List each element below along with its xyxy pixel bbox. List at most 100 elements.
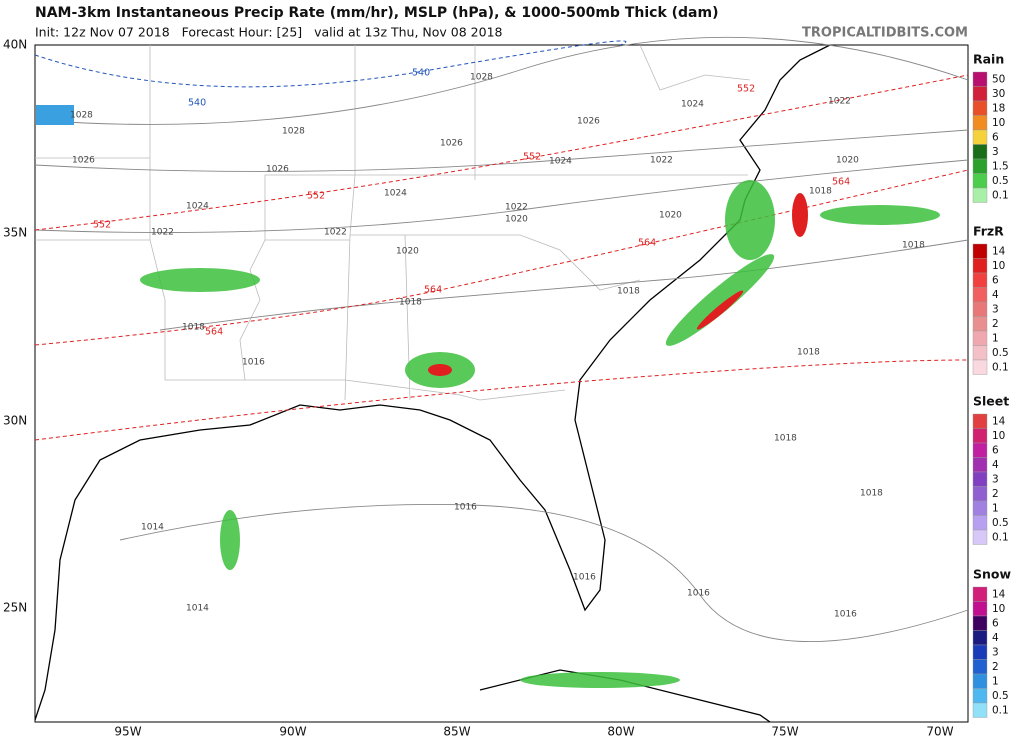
legend-level: 1.5 — [992, 160, 1009, 172]
state-lines — [35, 44, 751, 401]
legend-level: 6 — [992, 274, 999, 286]
credit: TROPICALTIDBITS.COM — [802, 26, 968, 41]
legend-level: 3 — [992, 646, 999, 658]
legend-swatch — [972, 330, 988, 346]
legend-level: 1 — [992, 332, 999, 344]
pressure-label: 1018 — [860, 489, 883, 499]
pressure-label: 1014 — [186, 604, 209, 614]
thickness-label: 552 — [737, 84, 755, 95]
legend-level: 10 — [992, 117, 1005, 129]
legend-swatch — [972, 586, 988, 602]
precip-core — [696, 290, 744, 330]
title: NAM-3km Instantaneous Precip Rate (mm/hr… — [35, 5, 718, 21]
legend-level: 14 — [992, 588, 1006, 600]
legend-swatch — [972, 601, 988, 617]
legend-level: 4 — [992, 289, 999, 301]
isobar — [34, 129, 969, 172]
legend-swatch — [972, 471, 988, 487]
thickness-label: 540 — [188, 98, 206, 109]
pressure-label: 1022 — [505, 203, 528, 213]
pressure-label: 1016 — [573, 573, 596, 583]
legend-swatch — [972, 100, 988, 116]
legend-swatch — [972, 129, 988, 145]
legend-swatch — [972, 359, 988, 375]
lon-labels: 95W 90W 85W 80W 75W 70W — [114, 725, 953, 739]
pressure-label: 1028 — [470, 73, 493, 83]
legend-swatch — [972, 243, 988, 259]
legend-swatch — [972, 413, 988, 429]
thickness-576 — [34, 359, 969, 441]
thickness-label: 552 — [307, 191, 325, 202]
map-frame — [34, 44, 969, 723]
pressure-label: 1026 — [72, 156, 95, 166]
pressure-label: 1016 — [834, 610, 857, 620]
pressure-label: 1018 — [797, 348, 820, 358]
pressure-label: 1016 — [242, 358, 265, 368]
pressure-label: 1022 — [151, 228, 174, 238]
legend-level: 14 — [992, 245, 1006, 257]
legend-level: 0.1 — [992, 704, 1009, 716]
pressure-label: 1020 — [396, 247, 419, 257]
legend-title: Sleet — [973, 394, 1009, 409]
legend-level: 0.5 — [992, 175, 1009, 187]
legend-swatch — [972, 673, 988, 689]
precip-area — [220, 510, 240, 570]
precip-area — [725, 180, 775, 260]
pressure-label: 1026 — [440, 139, 463, 149]
lon-label: 90W — [279, 725, 306, 739]
legend-level: 6 — [992, 617, 999, 629]
thickness-label: 564 — [205, 327, 223, 338]
precip-core — [792, 193, 808, 237]
legend-swatch — [972, 486, 988, 502]
legend-swatch — [972, 115, 988, 131]
pressure-label: 1022 — [324, 228, 347, 238]
pressure-label: 1016 — [687, 589, 710, 599]
legend-level: 0.5 — [992, 347, 1009, 359]
isobar — [159, 239, 969, 331]
legend-swatch — [972, 442, 988, 458]
legend-level: 0.1 — [992, 361, 1009, 373]
legend-swatch — [972, 144, 988, 160]
lat-label: 30N — [3, 414, 27, 428]
isobar — [34, 36, 969, 125]
pressure-labels: 1028 1028 1028 1026 1026 1026 1026 1024 … — [70, 73, 925, 620]
thickness-label: 564 — [424, 285, 442, 296]
legend-swatch — [972, 500, 988, 516]
precip-area — [820, 205, 940, 225]
legend-swatch — [972, 173, 988, 189]
legend-level: 6 — [992, 444, 999, 456]
legend-level: 6 — [992, 131, 999, 143]
cuba — [479, 669, 771, 723]
legend-swatch — [972, 688, 988, 704]
state-boundaries — [35, 44, 751, 401]
legend-swatch — [972, 702, 988, 718]
thickness-label: 564 — [832, 177, 850, 188]
legend-level: 2 — [992, 318, 999, 330]
lat-labels: 40N 35N 30N 25N — [3, 38, 27, 615]
precip-core — [428, 364, 452, 376]
legend-level: 14 — [992, 415, 1006, 427]
pressure-label: 1020 — [659, 211, 682, 221]
legend-swatch — [972, 457, 988, 473]
legend-swatch — [972, 630, 988, 646]
legend-title: Snow — [973, 567, 1011, 582]
legend-swatch — [972, 272, 988, 288]
snow-area — [36, 105, 74, 125]
legend-level: 1 — [992, 502, 999, 514]
lon-label: 85W — [443, 725, 470, 739]
legend-level: 4 — [992, 459, 999, 471]
legend-swatch — [972, 316, 988, 332]
legend-level: 3 — [992, 303, 999, 315]
thickness-label: 552 — [93, 220, 111, 231]
precip — [140, 180, 940, 688]
legend-swatch — [972, 71, 988, 87]
legend-swatch — [972, 529, 988, 545]
legend-swatch — [972, 428, 988, 444]
legend-level: 0.1 — [992, 531, 1009, 543]
pressure-label: 1020 — [505, 215, 528, 225]
pressure-label: 1018 — [902, 241, 925, 251]
legend-level: 2 — [992, 488, 999, 500]
